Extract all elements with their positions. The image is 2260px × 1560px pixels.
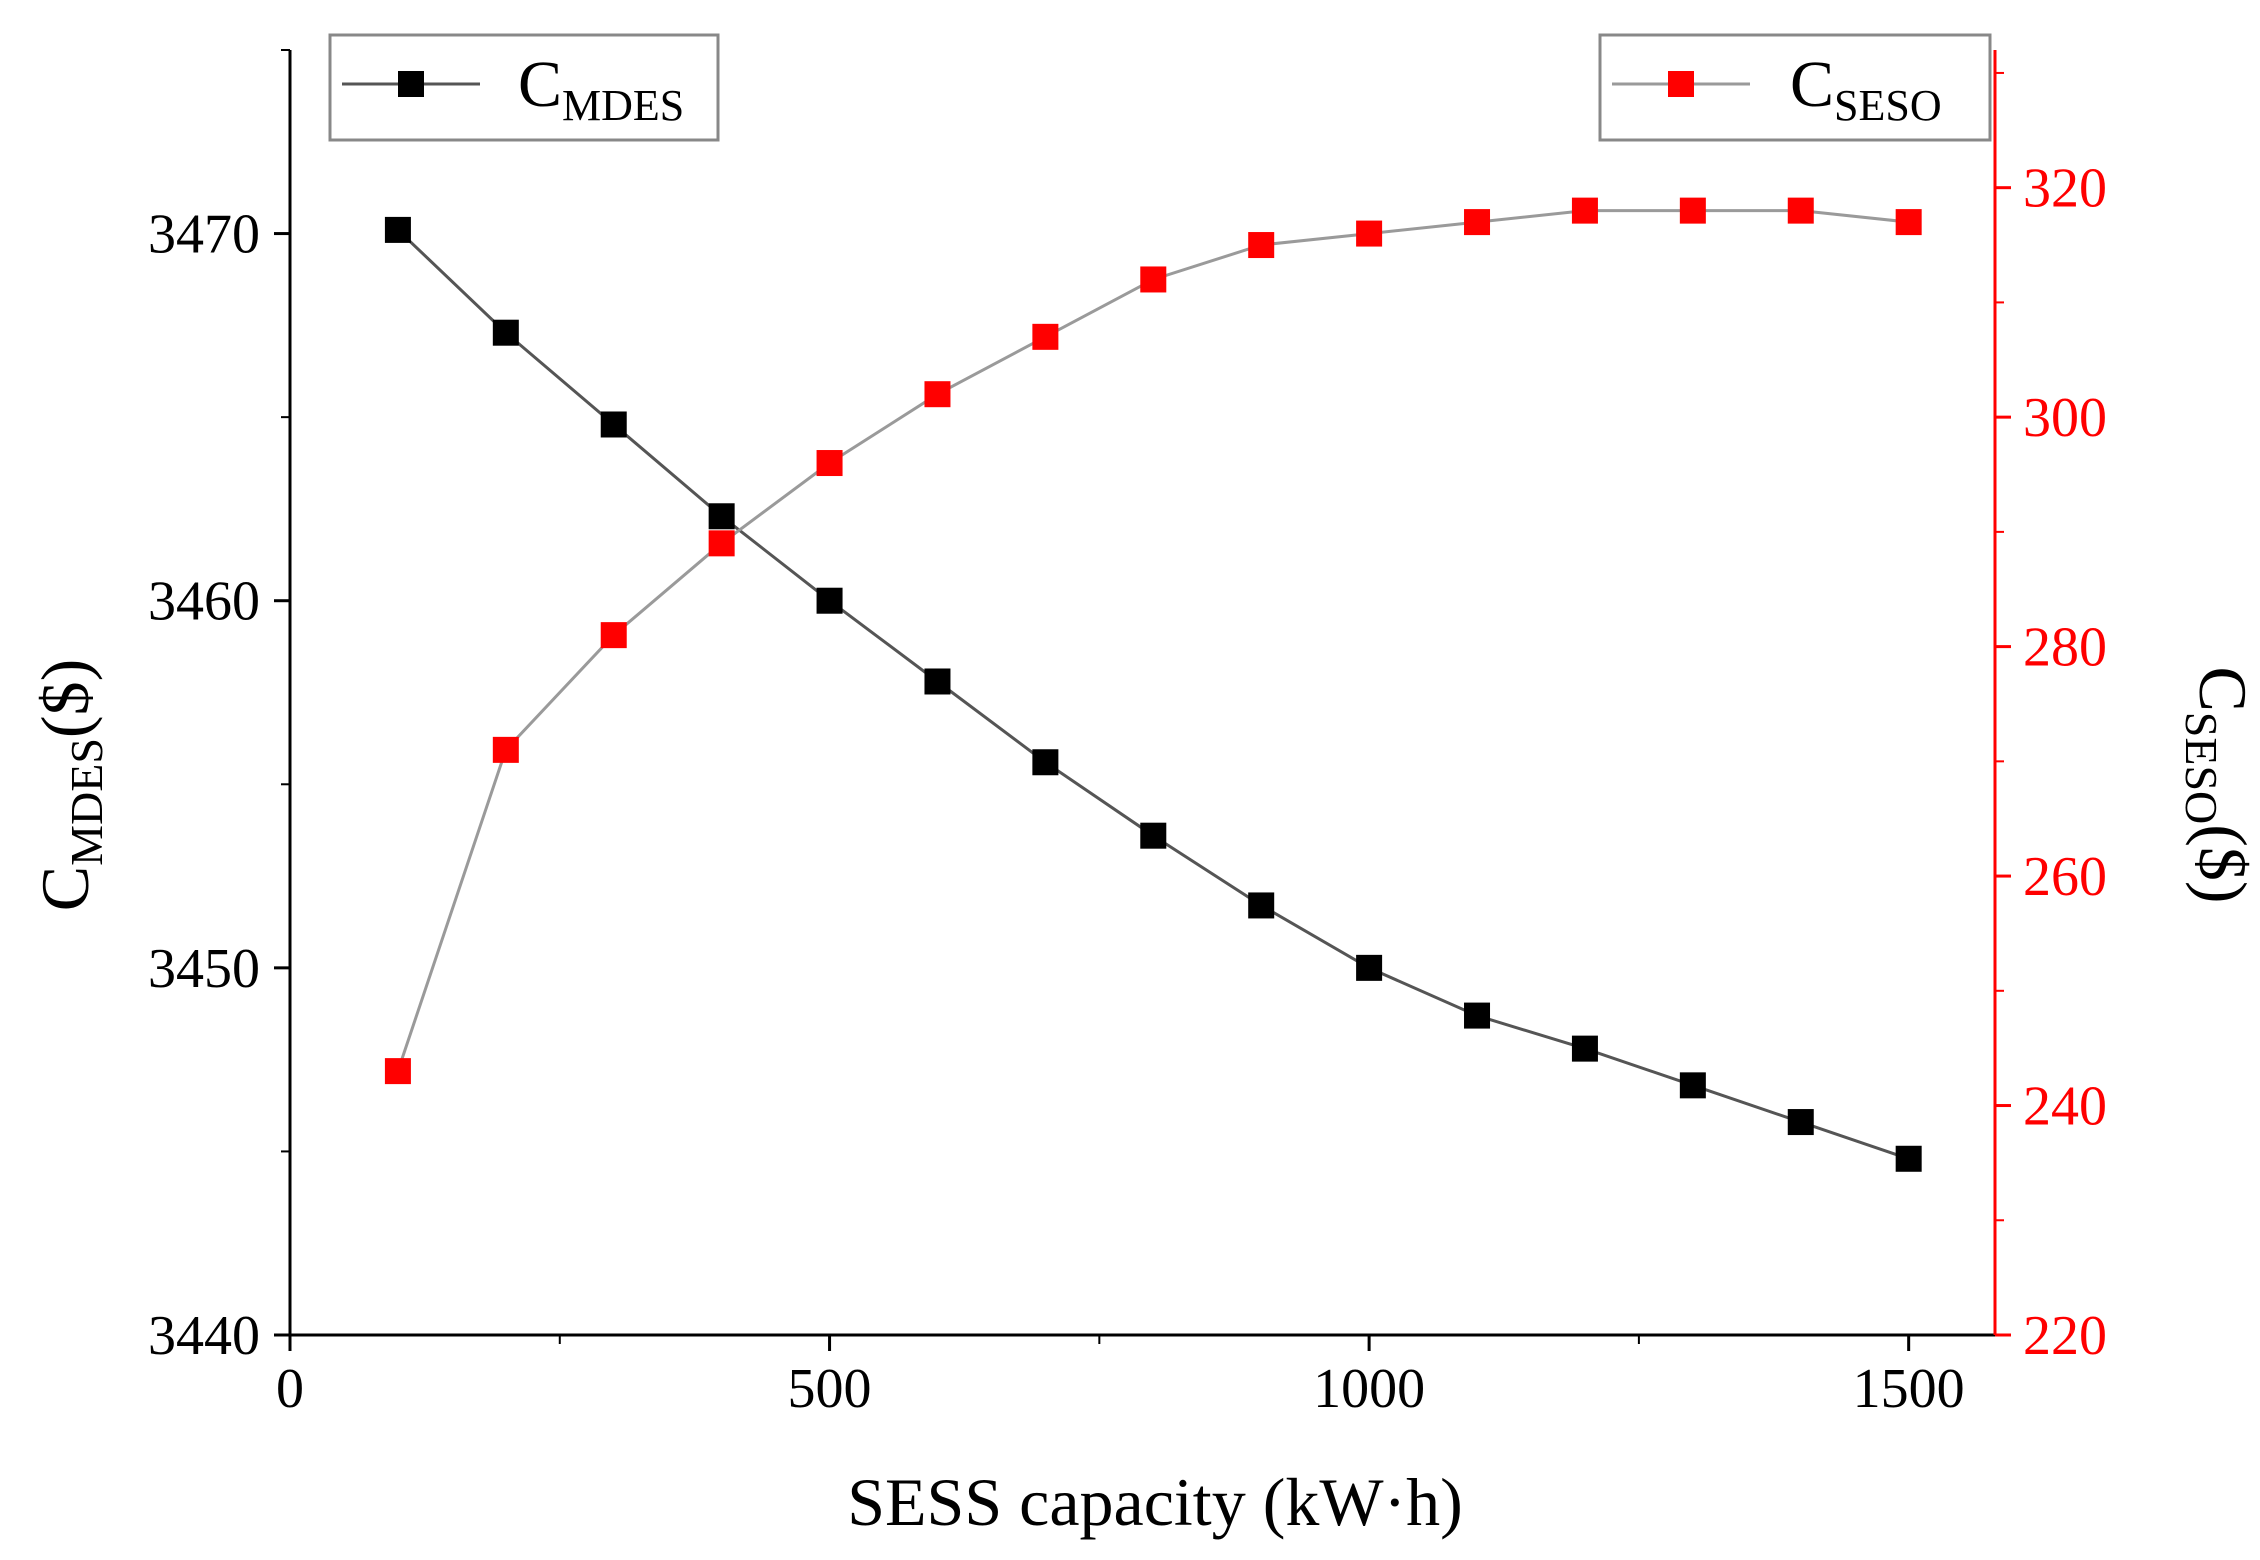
y-left-title-suffix: ($) <box>27 659 103 738</box>
series-seso-point <box>1571 197 1598 224</box>
y-right-tick-label: 240 <box>2023 1076 2107 1138</box>
legend-seso-sub: SESO <box>1834 81 1942 130</box>
series-mdes-point <box>924 668 951 695</box>
series-mdes-point <box>1571 1035 1598 1062</box>
y-right-title-main: C <box>2185 666 2260 711</box>
series-mdes-point <box>1679 1072 1706 1099</box>
series-seso-point <box>1140 266 1167 293</box>
legend-mdes-label: CMDES <box>518 48 684 130</box>
y-right-axis-title: CSESO($) <box>2176 666 2260 903</box>
y-left-tick-label: 3450 <box>148 938 260 1000</box>
y-left-title-main: C <box>27 866 103 911</box>
y-right-tick-label: 320 <box>2023 158 2107 220</box>
series-mdes-point <box>384 216 411 243</box>
x-tick-label: 500 <box>788 1358 872 1420</box>
legend-seso: CSESO <box>1598 33 1992 142</box>
y-left-tick-label: 3440 <box>148 1305 260 1367</box>
legend-mdes-sub: MDES <box>562 81 684 130</box>
series-seso-point <box>816 450 843 477</box>
axes-group: 0 500 1000 1500 3440 3450 3460 3470 220 240 260 280… <box>148 49 2107 1420</box>
series-mdes-point <box>1895 1145 1922 1172</box>
legend-mdes: CMDES <box>328 33 720 142</box>
series-seso-point <box>1679 197 1706 224</box>
axis-titles: SESS capacity (kW·h) CMDES($) CSESO($) <box>27 659 2260 1540</box>
series-mdes-point <box>600 411 627 438</box>
x-axis-title: SESS capacity (kW·h) <box>847 1464 1463 1540</box>
y-right-tick-label: 220 <box>2023 1305 2107 1367</box>
legends-group: CMDES CSESO <box>328 33 1992 142</box>
y-left-tick-label: 3470 <box>148 204 260 266</box>
legend-seso-label: CSESO <box>1790 48 1942 130</box>
series-seso-point <box>708 530 735 557</box>
series-seso-point <box>1895 209 1922 236</box>
legend-mdes-main: C <box>518 48 562 121</box>
series-mdes-point <box>816 587 843 614</box>
series-mdes-point <box>708 503 735 530</box>
series-mdes-point <box>492 319 519 346</box>
series-mdes-point <box>1787 1109 1814 1136</box>
x-tick-label: 0 <box>276 1358 304 1420</box>
y-left-title-sub: MDES <box>61 738 112 866</box>
x-tick-label: 1500 <box>1853 1358 1965 1420</box>
series-mdes-point <box>1248 892 1275 919</box>
y-left-axis-title: CMDES($) <box>27 659 112 911</box>
x-tick-label: 1000 <box>1313 1358 1425 1420</box>
y-right-title-sub: SESO <box>2176 712 2227 824</box>
series-seso-point <box>1464 209 1491 236</box>
series-seso-point <box>1032 323 1059 350</box>
series-seso-point <box>492 736 519 763</box>
series-seso-point <box>384 1058 411 1085</box>
y-right-title-suffix: ($) <box>2185 824 2260 903</box>
y-right-tick-label: 260 <box>2023 846 2107 908</box>
series-seso-point <box>1787 197 1814 224</box>
series-mdes-line <box>396 228 1910 1161</box>
series-seso-point <box>924 381 951 408</box>
series-mdes-point <box>1140 822 1167 849</box>
series-seso-point <box>1356 220 1383 247</box>
legend-seso-main: C <box>1790 48 1834 121</box>
y-right-tick-label: 300 <box>2023 387 2107 449</box>
series-mdes-point <box>1032 749 1059 776</box>
series-group <box>384 197 1922 1172</box>
legend-mdes-marker <box>398 71 424 97</box>
legend-mdes-box <box>328 33 720 142</box>
y-right-tick-label: 280 <box>2023 617 2107 679</box>
series-mdes-point <box>1356 954 1383 981</box>
legend-seso-marker <box>1668 71 1694 97</box>
series-mdes-point <box>1464 1002 1491 1029</box>
series-seso-point <box>1248 232 1275 259</box>
legend-seso-box <box>1598 33 1992 142</box>
series-seso-point <box>600 622 627 649</box>
y-left-tick-label: 3460 <box>148 571 260 633</box>
